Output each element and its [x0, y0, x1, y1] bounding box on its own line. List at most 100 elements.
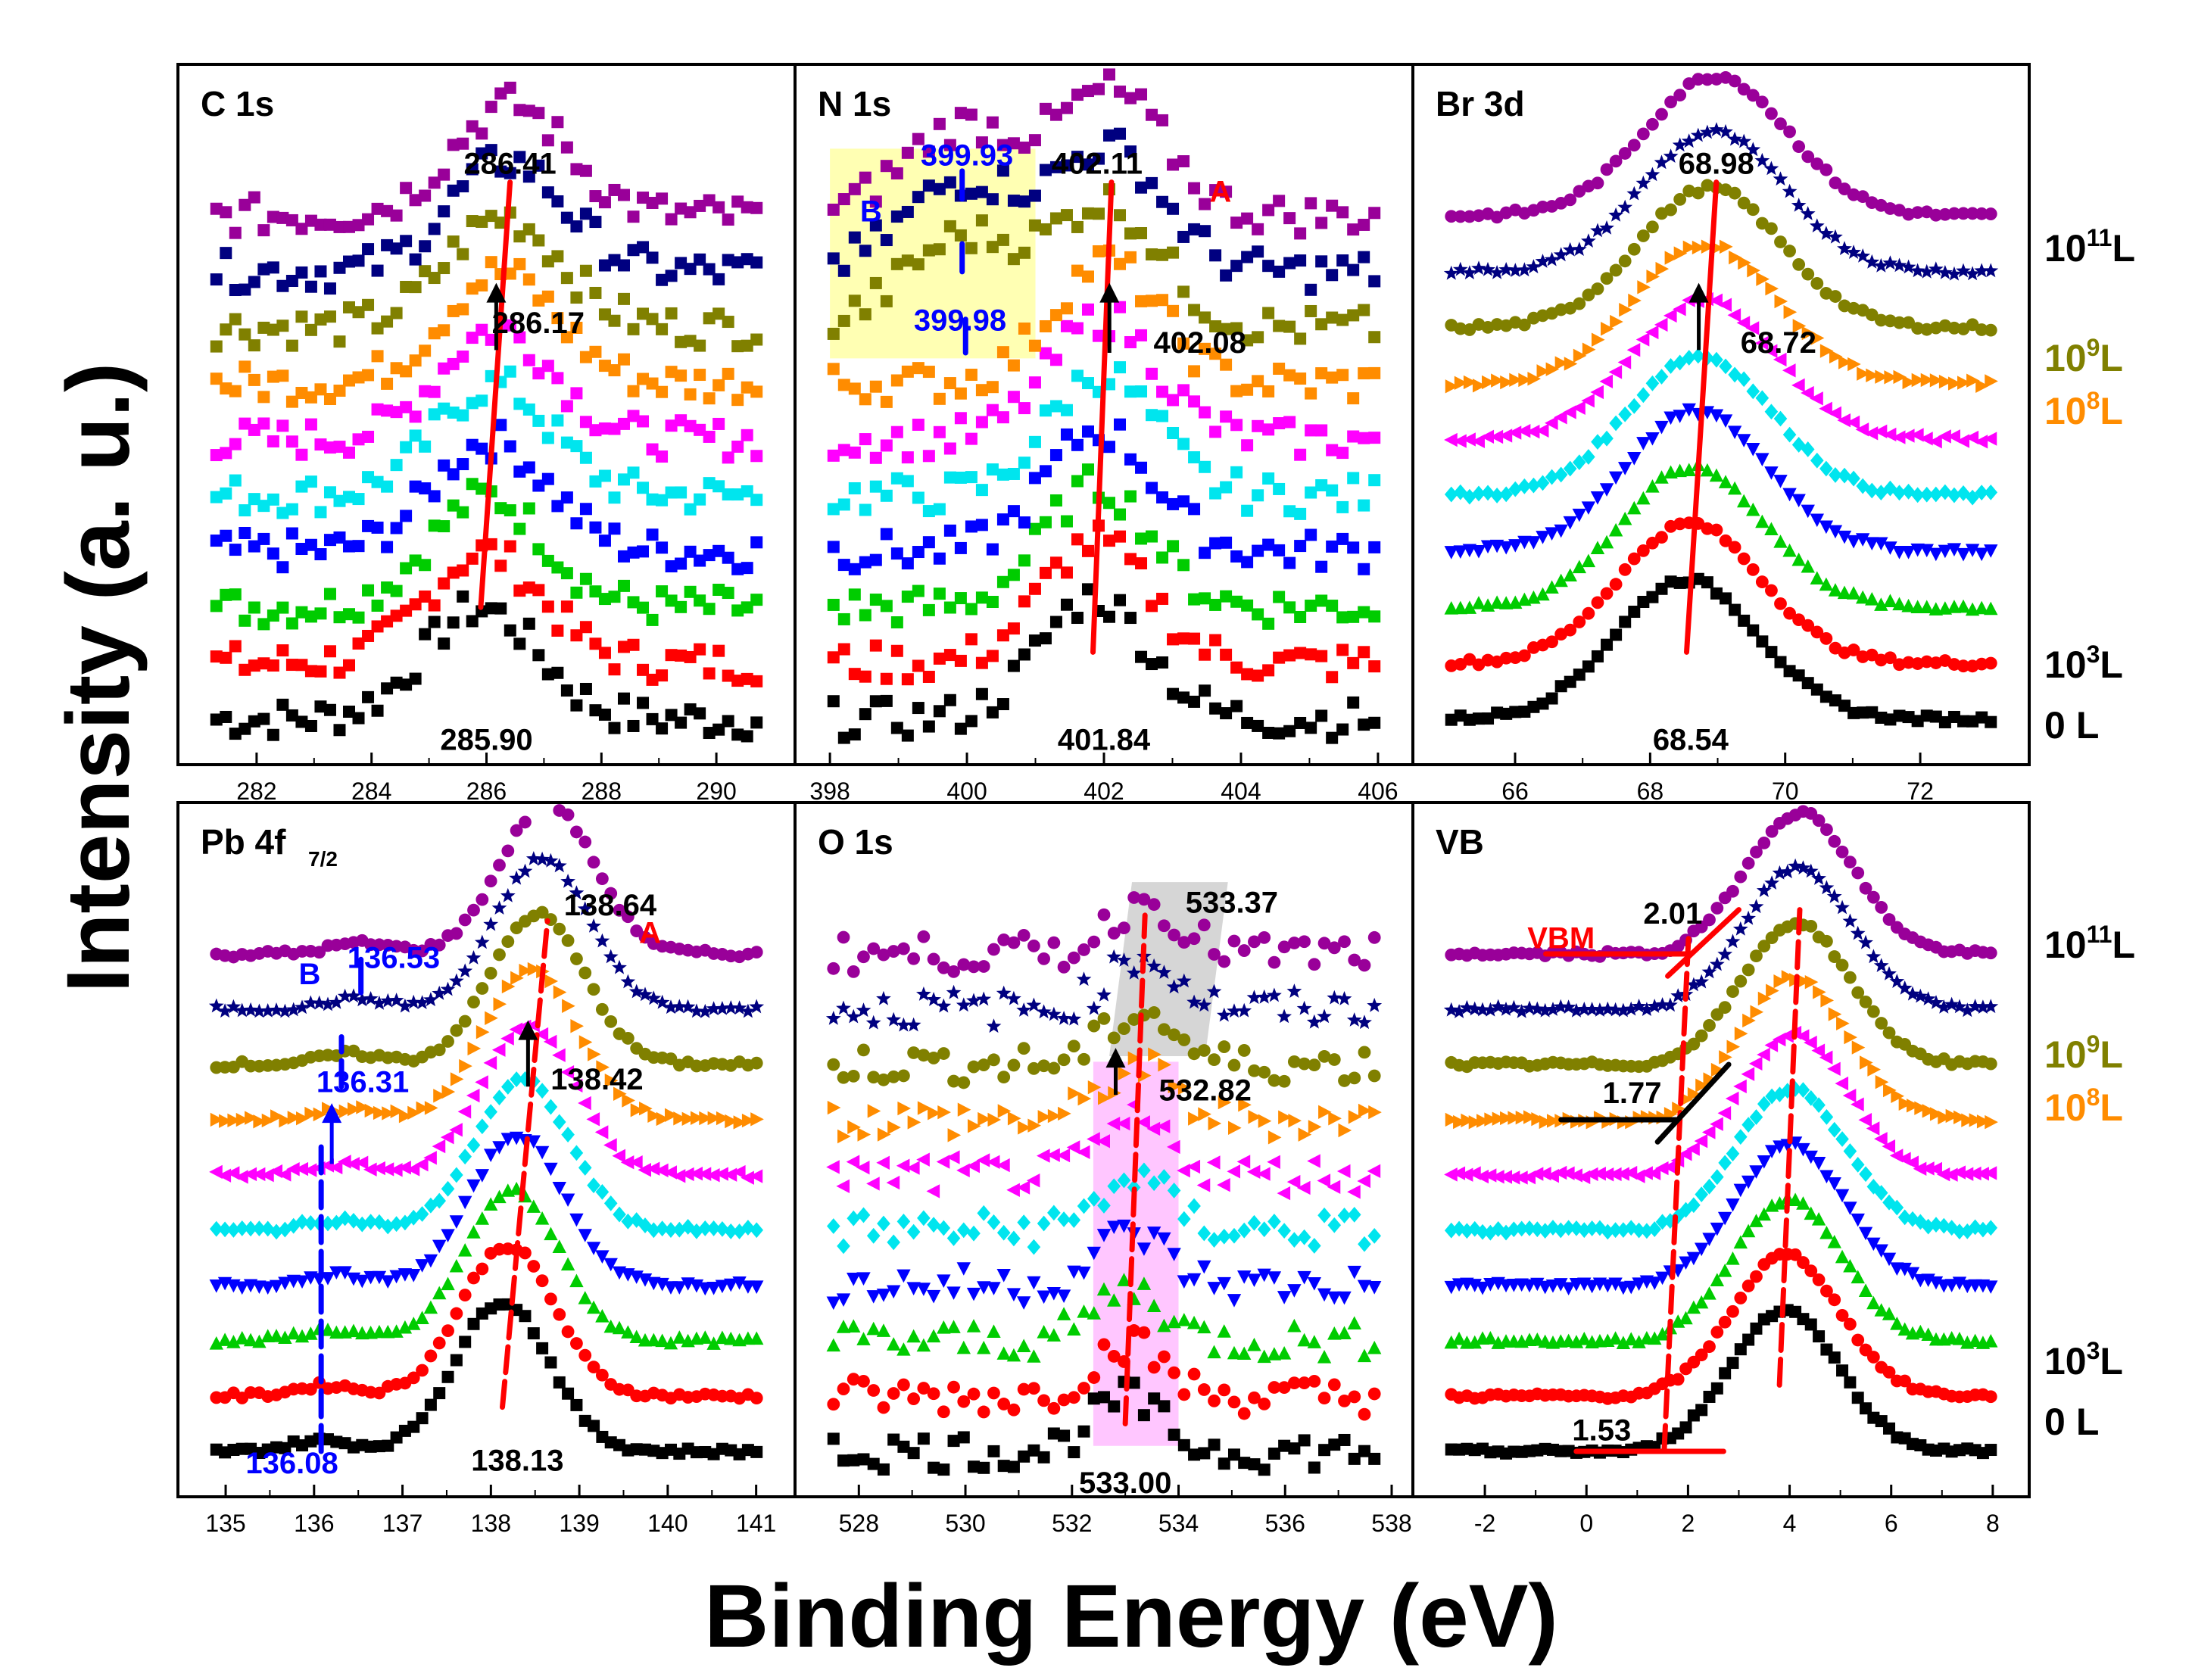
data-point: [248, 601, 260, 614]
data-point: [857, 1043, 870, 1057]
data-point: [1827, 1061, 1841, 1076]
data-point: [1681, 133, 1697, 148]
data-point: [917, 1101, 931, 1115]
data-point: [1327, 1291, 1342, 1305]
data-point: [1537, 1002, 1553, 1018]
data-point: [1146, 367, 1158, 380]
data-point: [598, 593, 611, 606]
data-point: [837, 1382, 850, 1395]
data-point: [848, 728, 861, 741]
data-point: [1600, 1001, 1616, 1016]
data-point: [1610, 314, 1623, 329]
data-point: [466, 1137, 481, 1153]
data-point: [363, 1162, 377, 1177]
data-point: [1804, 1035, 1817, 1050]
data-point: [1742, 1333, 1755, 1346]
data-point: [1208, 1053, 1221, 1067]
data-point: [239, 663, 251, 676]
data-point: [1801, 677, 1814, 690]
data-point: [428, 408, 441, 421]
data-point: [449, 1258, 464, 1273]
data-point: [229, 313, 242, 326]
data-point: [1327, 1326, 1342, 1340]
data-point: [415, 1206, 429, 1222]
data-point: [1701, 239, 1715, 254]
data-point: [1906, 1211, 1919, 1227]
data-point: [485, 210, 497, 223]
data-point: [1687, 1037, 1701, 1051]
data-point: [1593, 1220, 1607, 1236]
data-point: [1581, 501, 1596, 515]
data-point: [1187, 1198, 1201, 1214]
data-point: [438, 324, 451, 337]
data-point: [1599, 535, 1614, 549]
data-point: [551, 666, 564, 679]
data-point: [552, 1182, 566, 1195]
data-point: [1305, 387, 1317, 400]
data-point: [1273, 319, 1286, 332]
data-point: [986, 543, 999, 556]
data-point: [409, 354, 422, 367]
data-point: [698, 1330, 712, 1344]
data-point: [522, 354, 535, 366]
data-point: [1480, 540, 1495, 554]
data-point: [722, 367, 734, 380]
data-point: [1812, 814, 1826, 828]
data-point: [1947, 429, 1960, 444]
data-point: [1718, 298, 1732, 312]
data-point: [1910, 263, 1925, 278]
data-point: [333, 666, 346, 679]
data-point: [612, 959, 627, 974]
data-point: [1318, 1444, 1331, 1457]
y-axis-label: Intensity (a. u.): [48, 363, 148, 993]
data-point: [560, 1193, 575, 1208]
data-point: [1114, 127, 1127, 140]
data-point: [627, 546, 640, 559]
data-point: [1984, 1333, 1998, 1348]
data-point: [896, 1017, 912, 1032]
data-point: [703, 392, 716, 405]
data-point: [897, 1378, 910, 1392]
data-point: [276, 601, 289, 614]
data-point: [1367, 930, 1381, 944]
data-point: [1701, 73, 1714, 86]
data-point: [1608, 207, 1623, 222]
data-point: [314, 548, 327, 561]
data-point: [947, 1074, 960, 1088]
peak-annotation: 285.90: [440, 724, 532, 757]
data-point: [646, 443, 659, 456]
data-point: [552, 1114, 566, 1130]
data-point: [541, 134, 554, 147]
data-point: [441, 1370, 454, 1383]
data-point: [1819, 1226, 1834, 1239]
data-point: [1068, 1086, 1081, 1101]
data-point: [1347, 656, 1360, 669]
data-point: [608, 183, 621, 196]
data-point: [1347, 472, 1360, 485]
data-point: [1801, 385, 1814, 401]
data-point: [750, 385, 763, 398]
data-point: [1957, 715, 1970, 728]
data-point: [1347, 1185, 1361, 1199]
data-point: [722, 669, 734, 682]
data-point: [869, 219, 882, 232]
data-point: [608, 364, 621, 377]
data-point: [295, 715, 308, 728]
data-point: [947, 1128, 962, 1142]
data-point: [1490, 488, 1504, 503]
data-point: [1645, 432, 1660, 446]
data-point: [1847, 357, 1861, 372]
data-point: [1717, 1211, 1732, 1226]
data-point: [996, 346, 1009, 359]
data-point: [1703, 913, 1716, 927]
data-point: [1734, 1027, 1748, 1041]
data-point: [1498, 429, 1513, 443]
data-point: [1686, 1300, 1701, 1314]
data-point: [519, 1246, 532, 1260]
data-point: [638, 1163, 652, 1177]
data-point: [1197, 918, 1211, 932]
data-point: [1599, 220, 1614, 235]
data-point: [663, 999, 678, 1015]
data-point: [1737, 196, 1751, 210]
data-point: [986, 241, 999, 254]
